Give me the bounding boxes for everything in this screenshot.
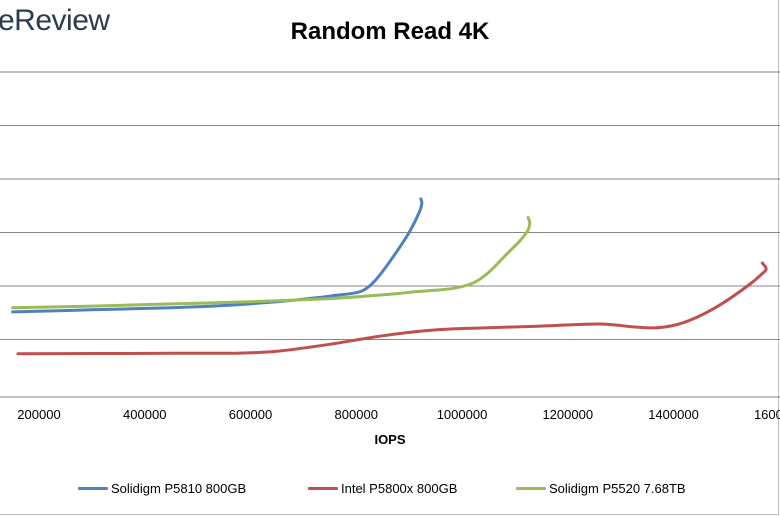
x-tick-label: 1600000 [754,407,780,422]
legend-swatch-green [516,487,546,490]
legend-label: Solidigm P5810 800GB [111,481,247,496]
legend-swatch-blue [78,487,108,490]
x-tick-label: 1400000 [648,407,699,422]
x-tick-label: 200000 [17,407,60,422]
series-line-0 [11,197,424,314]
legend-item-intel-p5800x: Intel P5800x 800GB [308,481,457,496]
brand-logo-text: eReview [0,4,110,37]
series-line-2 [11,216,532,310]
legend-item-solidigm-p5810: Solidigm P5810 800GB [78,481,246,496]
x-tick-label: 1200000 [542,407,593,422]
legend-label: Intel P5800x 800GB [341,481,458,496]
legend-item-solidigm-p5520: Solidigm P5520 7.68TB [516,481,686,496]
legend-swatch-red [308,487,338,490]
chart-title: Random Read 4K [290,18,490,45]
x-tick-label: 600000 [229,407,272,422]
x-tick-label: 800000 [335,407,378,422]
series-line-1 [16,261,768,356]
x-tick-label: 1000000 [437,407,488,422]
x-axis-label: IOPS [374,432,406,447]
chart-legend: Solidigm P5810 800GB Intel P5800x 800GB … [0,481,780,501]
x-tick-label: 400000 [123,407,166,422]
legend-label: Solidigm P5520 7.68TB [549,481,686,496]
